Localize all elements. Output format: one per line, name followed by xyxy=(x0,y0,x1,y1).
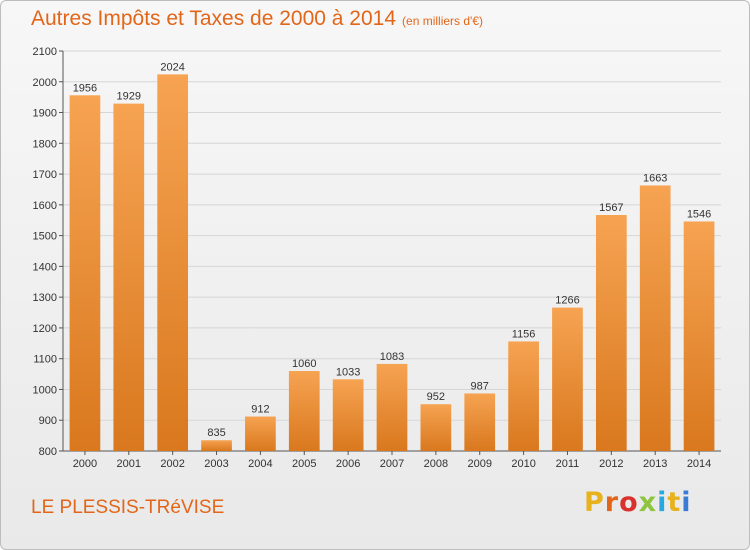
data-label-2010: 1156 xyxy=(512,328,536,340)
logo-letter: r xyxy=(604,487,620,518)
data-label-2001: 1929 xyxy=(117,91,141,103)
bar-2014 xyxy=(683,221,715,451)
bar-2011 xyxy=(552,307,583,451)
logo-letter: t xyxy=(667,487,682,518)
data-label-2013: 1663 xyxy=(643,172,667,184)
x-tick-label: 2009 xyxy=(467,458,491,470)
x-tick-label: 2001 xyxy=(117,458,141,470)
bars xyxy=(69,74,715,452)
chart-title: Autres Impôts et Taxes de 2000 à 2014 (en… xyxy=(31,7,483,31)
data-label-2012: 1567 xyxy=(599,202,623,214)
x-tick-label: 2006 xyxy=(336,458,360,470)
bar-2006 xyxy=(332,379,364,451)
bar-2010 xyxy=(508,341,539,451)
logo-letter: o xyxy=(619,487,639,518)
bar-2001 xyxy=(113,103,145,451)
y-tick-label: 1700 xyxy=(33,169,57,181)
x-tick-label: 2013 xyxy=(643,458,667,470)
data-label-2007: 1083 xyxy=(380,351,404,363)
y-tick-label: 2100 xyxy=(33,46,57,58)
logo-letter: P xyxy=(584,487,605,518)
data-labels: 1956 1929 2024 835 912 1060 1033 1083 952 987 1156… xyxy=(73,61,712,439)
chart-title-text: Autres Impôts et Taxes de 2000 à 2014 xyxy=(31,7,397,30)
proxiti-logo: Proxiti xyxy=(584,487,692,518)
y-tick-label: 1200 xyxy=(33,323,57,335)
place-name: LE PLESSIS-TRéVISE xyxy=(31,497,225,518)
bar-2004 xyxy=(245,416,276,451)
bar-2000 xyxy=(69,95,101,452)
chart-subtitle: (en milliers d'€) xyxy=(402,14,484,28)
y-tick-label: 1300 xyxy=(33,292,57,304)
x-tick-label: 2004 xyxy=(248,458,272,470)
logo-letter: x xyxy=(638,487,658,518)
y-tick-label: 1800 xyxy=(33,138,57,150)
x-tick-label: 2003 xyxy=(204,458,228,470)
data-label-2005: 1060 xyxy=(292,358,316,370)
x-tick-label: 2010 xyxy=(511,458,535,470)
bar-2002 xyxy=(157,74,189,451)
x-tick-label: 2002 xyxy=(160,458,184,470)
data-label-2008: 952 xyxy=(427,391,445,403)
x-tick-label: 2005 xyxy=(292,458,316,470)
data-label-2002: 2024 xyxy=(160,61,184,73)
y-tick-label: 1600 xyxy=(33,200,57,212)
y-tick-label: 1400 xyxy=(33,261,57,273)
bar-2012 xyxy=(595,215,627,451)
data-label-2014: 1546 xyxy=(687,208,711,220)
y-tick-label: 1500 xyxy=(33,231,57,243)
data-label-2011: 1266 xyxy=(555,295,579,307)
data-label-2000: 1956 xyxy=(73,82,97,94)
x-tick-label: 2014 xyxy=(687,458,711,470)
x-tick-label: 2007 xyxy=(380,458,404,470)
y-tick-label: 1900 xyxy=(33,108,57,120)
data-label-2006: 1033 xyxy=(336,366,360,378)
y-tick-labels: 800 900 1000 1100 1200 1300 1400 1500 1600 1700 18… xyxy=(33,46,57,458)
bar-2009 xyxy=(464,393,496,451)
logo-letter: i xyxy=(657,487,668,518)
data-label-2004: 912 xyxy=(251,404,269,416)
bar-2003 xyxy=(201,440,232,451)
x-tick-label: 2008 xyxy=(424,458,448,470)
bar-2005 xyxy=(288,371,320,451)
data-label-2003: 835 xyxy=(207,427,225,439)
x-tick-label: 2011 xyxy=(556,458,580,470)
logo-letter: i xyxy=(681,487,692,518)
y-tick-label: 1100 xyxy=(33,354,57,366)
y-tick-label: 800 xyxy=(39,446,57,458)
x-tick-labels: 2000 2001 2002 2003 2004 2005 2006 2007 2008 2009… xyxy=(73,451,711,470)
x-tick-label: 2012 xyxy=(599,458,623,470)
bar-2007 xyxy=(376,363,408,451)
y-tick-label: 900 xyxy=(39,415,57,427)
data-label-2009: 987 xyxy=(471,380,489,392)
y-tick-label: 1000 xyxy=(33,384,57,396)
bar-2008 xyxy=(420,404,452,451)
y-tick-label: 2000 xyxy=(33,77,57,89)
x-tick-label: 2000 xyxy=(73,458,97,470)
bar-2013 xyxy=(639,185,671,451)
